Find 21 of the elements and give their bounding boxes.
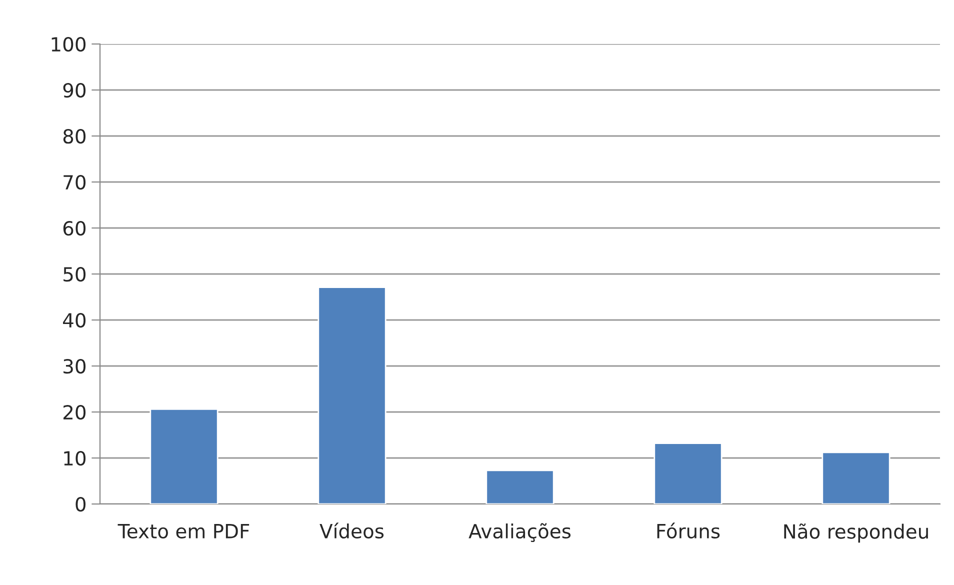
- bar: [822, 452, 890, 504]
- y-tick-label: 80: [63, 128, 86, 144]
- y-tick-label: 100: [52, 36, 86, 52]
- y-tick-label: 90: [63, 82, 86, 98]
- x-tick-label: Não respondeu: [784, 523, 928, 543]
- y-tick-label: 60: [63, 220, 86, 236]
- y-tick-label: 30: [64, 358, 86, 374]
- y-tick-label: 0: [76, 496, 86, 512]
- x-tick-label: Vídeos: [320, 522, 384, 538]
- bar: [654, 442, 722, 504]
- y-tick-label: 40: [63, 312, 86, 328]
- y-tick-label: 20: [63, 404, 86, 420]
- x-tick-label: Texto em PDF: [118, 524, 250, 538]
- bar: [486, 470, 554, 504]
- y-tick-label: 10: [64, 450, 86, 466]
- x-tick-label: Fóruns: [657, 522, 720, 538]
- bar: [150, 408, 218, 504]
- y-tick-label: 50: [64, 266, 86, 282]
- x-tick-label: Avaliações: [468, 523, 571, 542]
- bar: [318, 286, 386, 504]
- y-tick-label: 70: [64, 174, 86, 190]
